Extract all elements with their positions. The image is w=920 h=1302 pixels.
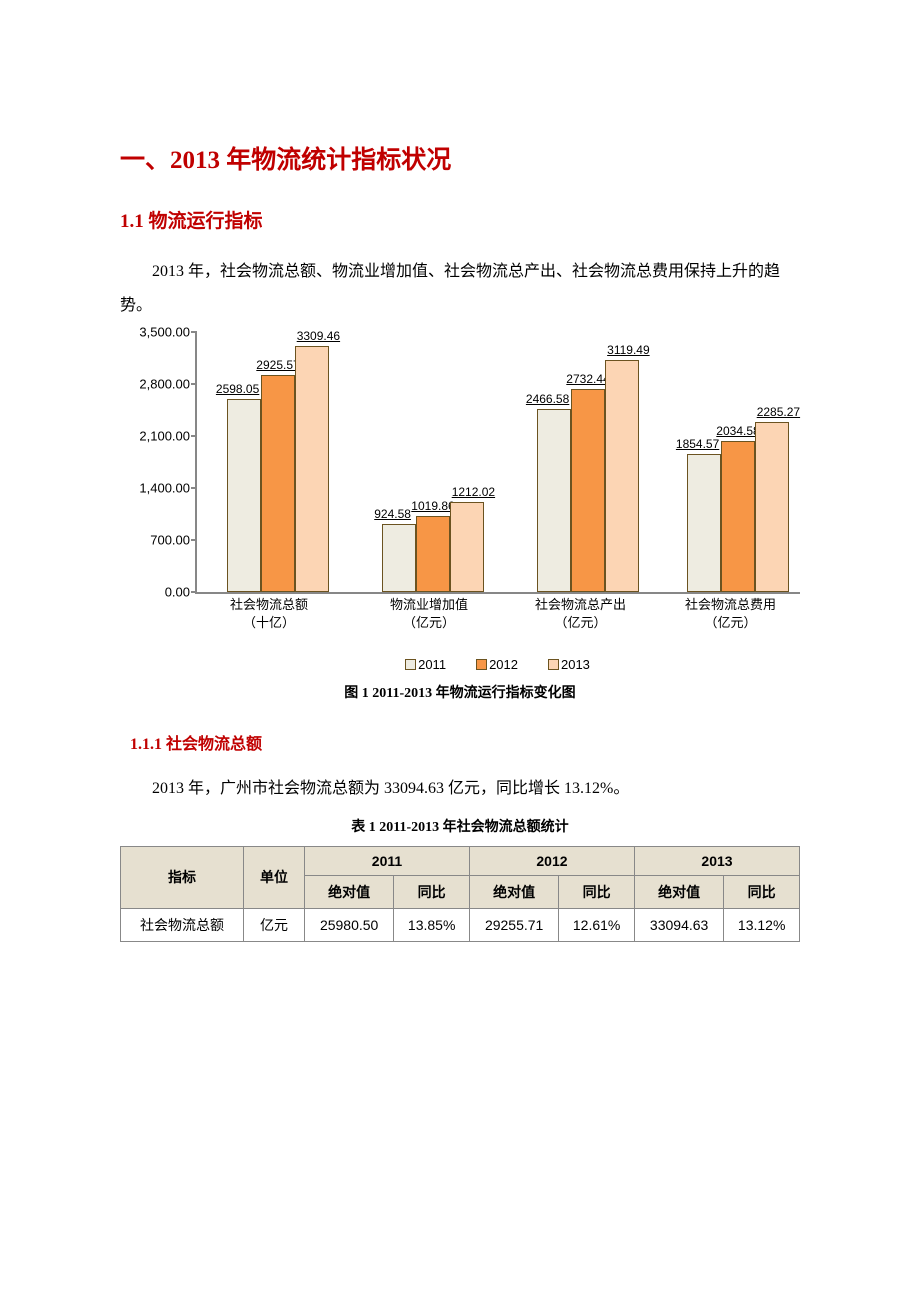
y-tick-label: 1,400.00 — [139, 481, 190, 496]
table-cell: 13.12% — [724, 908, 800, 941]
bar-value-label: 3119.49 — [607, 343, 650, 357]
chart-legend: 2011 2012 2013 — [195, 657, 800, 672]
bar-value-label: 2466.58 — [526, 392, 569, 406]
bar-chart: 0.00700.001,400.002,100.002,800.003,500.… — [120, 332, 800, 672]
y-tick-label: 700.00 — [150, 533, 190, 548]
table-header-year: 2012 — [469, 846, 634, 875]
chart-plot-area: 2598.052925.573309.46924.581019.861212.0… — [195, 332, 800, 594]
table-row: 社会物流总额亿元25980.5013.85%29255.7112.61%3309… — [121, 908, 800, 941]
bar: 2598.05 — [227, 399, 261, 592]
category-label: 社会物流总产出（亿元） — [535, 596, 626, 632]
legend-swatch — [405, 659, 416, 670]
legend-swatch — [548, 659, 559, 670]
bar-value-label: 2034.58 — [716, 424, 759, 438]
table-header-abs: 绝对值 — [634, 875, 723, 908]
table-cell: 25980.50 — [305, 908, 394, 941]
bar-value-label: 2598.05 — [216, 382, 259, 396]
legend-label: 2012 — [489, 657, 518, 672]
bar-group: 2466.582732.443119.49 — [537, 360, 639, 592]
table-cell-unit: 亿元 — [244, 908, 305, 941]
bar: 924.58 — [382, 524, 416, 593]
bar-value-label: 2285.27 — [757, 405, 800, 419]
figure-caption: 图 1 2011-2013 年物流运行指标变化图 — [120, 682, 800, 702]
table-caption: 表 1 2011-2013 年社会物流总额统计 — [120, 816, 800, 836]
bar-group: 2598.052925.573309.46 — [227, 346, 329, 592]
bar: 2466.58 — [537, 409, 571, 592]
table-cell: 33094.63 — [634, 908, 723, 941]
bar: 1212.02 — [450, 502, 484, 592]
table-header-unit: 单位 — [244, 846, 305, 908]
bar: 2034.58 — [721, 441, 755, 592]
heading-2: 1.1 物流运行指标 — [120, 206, 800, 233]
bar: 2732.44 — [571, 389, 605, 592]
document-page: 一、2013 年物流统计指标状况 1.1 物流运行指标 2013 年，社会物流总… — [0, 0, 920, 1002]
legend-label: 2011 — [418, 657, 446, 672]
bar: 3119.49 — [605, 360, 639, 592]
y-tick-label: 3,500.00 — [139, 325, 190, 340]
statistics-table: 指标单位201120122013绝对值同比绝对值同比绝对值同比社会物流总额亿元2… — [120, 846, 800, 942]
bar-value-label: 924.58 — [374, 507, 411, 521]
bar-value-label: 1854.57 — [676, 437, 719, 451]
table-header-yoy: 同比 — [394, 875, 470, 908]
table-header-year: 2011 — [305, 846, 470, 875]
bar: 1019.86 — [416, 516, 450, 592]
heading-3: 1.1.1 社会物流总额 — [130, 730, 800, 754]
table-header-indicator: 指标 — [121, 846, 244, 908]
legend-item: 2013 — [548, 657, 590, 672]
table-cell: 29255.71 — [469, 908, 558, 941]
legend-item: 2012 — [476, 657, 518, 672]
paragraph-body: 2013 年，广州市社会物流总额为 33094.63 亿元，同比增长 13.12… — [120, 772, 800, 806]
table-header-yoy: 同比 — [559, 875, 635, 908]
legend-swatch — [476, 659, 487, 670]
category-label: 物流业增加值（亿元） — [390, 596, 468, 632]
table-header-year: 2013 — [634, 846, 799, 875]
category-label: 社会物流总额（十亿） — [230, 596, 308, 632]
table-header-abs: 绝对值 — [469, 875, 558, 908]
bar-value-label: 2925.57 — [256, 358, 299, 372]
y-tick-label: 0.00 — [165, 585, 190, 600]
heading-1: 一、2013 年物流统计指标状况 — [120, 140, 800, 176]
bar: 3309.46 — [295, 346, 329, 592]
bar: 2285.27 — [755, 422, 789, 592]
table-header-abs: 绝对值 — [305, 875, 394, 908]
legend-item: 2011 — [405, 657, 446, 672]
table-cell-indicator: 社会物流总额 — [121, 908, 244, 941]
bar-value-label: 2732.44 — [566, 372, 609, 386]
category-label: 社会物流总费用（亿元） — [685, 596, 776, 632]
paragraph-intro: 2013 年，社会物流总额、物流业增加值、社会物流总产出、社会物流总费用保持上升… — [120, 255, 800, 322]
y-tick-label: 2,100.00 — [139, 429, 190, 444]
table-header-yoy: 同比 — [724, 875, 800, 908]
chart-category-labels: 社会物流总额（十亿） 物流业增加值（亿元） 社会物流总产出（亿元） 社会物流总费用（亿… — [195, 596, 800, 640]
chart-y-axis: 0.00700.001,400.002,100.002,800.003,500.… — [120, 332, 195, 595]
table-cell: 12.61% — [559, 908, 635, 941]
legend-label: 2013 — [561, 657, 590, 672]
y-tick-label: 2,800.00 — [139, 377, 190, 392]
bar: 2925.57 — [261, 375, 295, 592]
bar-value-label: 1212.02 — [452, 485, 495, 499]
bar-group: 924.581019.861212.02 — [382, 502, 484, 592]
bar-group: 1854.572034.582285.27 — [687, 422, 789, 592]
bar-value-label: 3309.46 — [297, 329, 340, 343]
table-cell: 13.85% — [394, 908, 470, 941]
bar-value-label: 1019.86 — [411, 499, 454, 513]
bar: 1854.57 — [687, 454, 721, 592]
